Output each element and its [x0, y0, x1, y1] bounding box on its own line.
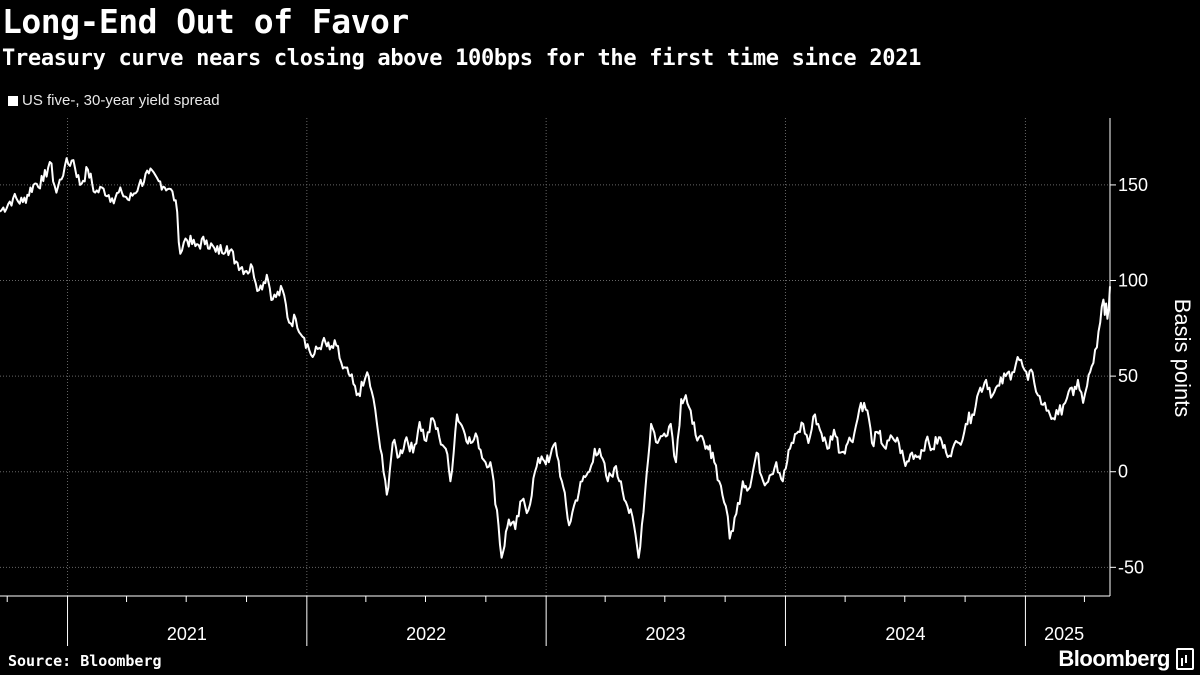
y-tick-label: 100: [1118, 271, 1148, 291]
x-tick-label: 2021: [167, 624, 207, 644]
x-tick-label: 2023: [645, 624, 685, 644]
y-tick-label: 50: [1118, 366, 1138, 386]
legend-swatch: [8, 95, 18, 106]
y-axis-label: Basis points: [1170, 299, 1195, 418]
chart-subtitle: Treasury curve nears closing above 100bp…: [2, 46, 922, 71]
y-axis: -50 0 50 100 150: [1109, 118, 1148, 596]
x-tick-label: 2025: [1044, 624, 1084, 644]
chart-grid: [0, 118, 1110, 596]
bloomberg-chart-icon: [1176, 648, 1194, 670]
chart-title: Long-End Out of Favor: [2, 2, 409, 41]
legend: US five-, 30-year yield spread: [8, 92, 220, 109]
series-line: [0, 157, 1111, 559]
x-tick-label: 2022: [406, 624, 446, 644]
legend-label: US five-, 30-year yield spread: [22, 92, 220, 109]
x-axis: 2021 2022 2023 2024 2025: [0, 595, 1110, 646]
x-tick-label: 2024: [885, 624, 925, 644]
series-group: [0, 157, 1111, 559]
source-note: Source: Bloomberg: [8, 652, 162, 670]
brand-wordmark: Bloomberg: [1058, 646, 1170, 671]
y-tick-label: 150: [1118, 175, 1148, 195]
brand-logo: Bloomberg: [1058, 646, 1194, 672]
y-tick-label: -50: [1118, 557, 1144, 577]
y-tick-label: 0: [1118, 462, 1128, 482]
